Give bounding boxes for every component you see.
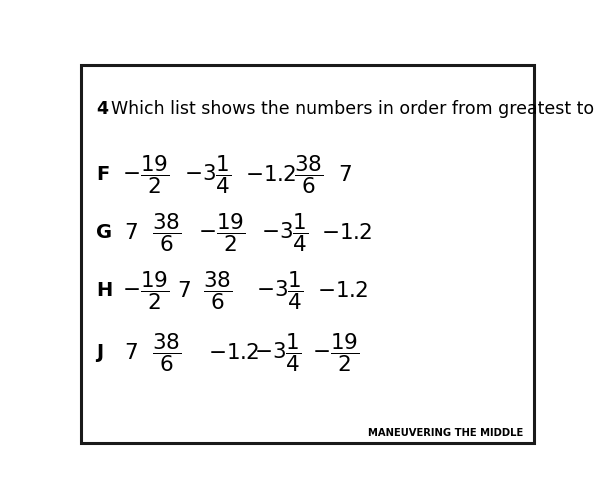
Text: $\dfrac{38}{6}$: $\dfrac{38}{6}$ bbox=[152, 211, 181, 254]
Text: $7$: $7$ bbox=[338, 164, 352, 185]
Text: $-\dfrac{19}{2}$: $-\dfrac{19}{2}$ bbox=[121, 153, 169, 196]
Text: $-1.2$: $-1.2$ bbox=[245, 164, 296, 185]
Text: H: H bbox=[96, 281, 112, 300]
Text: $\dfrac{38}{6}$: $\dfrac{38}{6}$ bbox=[293, 153, 323, 196]
Text: MANEUVERING THE MIDDLE: MANEUVERING THE MIDDLE bbox=[368, 428, 524, 438]
Text: $7$: $7$ bbox=[124, 223, 138, 243]
Text: F: F bbox=[96, 165, 109, 184]
Text: $\dfrac{38}{6}$: $\dfrac{38}{6}$ bbox=[203, 270, 232, 312]
Text: 4: 4 bbox=[96, 100, 108, 118]
Text: $7$: $7$ bbox=[178, 281, 191, 301]
Text: $-1.2$: $-1.2$ bbox=[317, 281, 368, 301]
Text: G: G bbox=[96, 223, 112, 242]
Text: Which list shows the numbers in order from greatest to least value?: Which list shows the numbers in order fr… bbox=[111, 100, 600, 118]
Text: $-\dfrac{19}{2}$: $-\dfrac{19}{2}$ bbox=[198, 211, 245, 254]
Text: $-1.2$: $-1.2$ bbox=[208, 343, 259, 363]
Text: $-\dfrac{19}{2}$: $-\dfrac{19}{2}$ bbox=[312, 331, 359, 374]
Text: $-\dfrac{19}{2}$: $-\dfrac{19}{2}$ bbox=[121, 270, 169, 312]
Text: J: J bbox=[96, 343, 103, 362]
Text: $-3\dfrac{1}{4}$: $-3\dfrac{1}{4}$ bbox=[184, 153, 232, 196]
Text: $-1.2$: $-1.2$ bbox=[322, 223, 373, 243]
Text: $7$: $7$ bbox=[124, 343, 138, 363]
Text: $-3\dfrac{1}{4}$: $-3\dfrac{1}{4}$ bbox=[261, 211, 308, 254]
Text: $\dfrac{38}{6}$: $\dfrac{38}{6}$ bbox=[152, 331, 181, 374]
Text: $-3\dfrac{1}{4}$: $-3\dfrac{1}{4}$ bbox=[256, 270, 304, 312]
Text: $-3\dfrac{1}{4}$: $-3\dfrac{1}{4}$ bbox=[254, 331, 301, 374]
